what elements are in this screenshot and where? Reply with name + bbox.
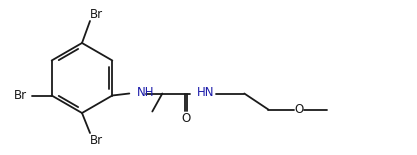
Text: Br: Br <box>14 89 27 102</box>
Text: O: O <box>295 103 304 116</box>
Text: Br: Br <box>89 7 103 20</box>
Text: NH: NH <box>137 86 155 99</box>
Text: Br: Br <box>89 133 103 146</box>
Text: O: O <box>182 112 191 125</box>
Text: HN: HN <box>197 86 215 99</box>
